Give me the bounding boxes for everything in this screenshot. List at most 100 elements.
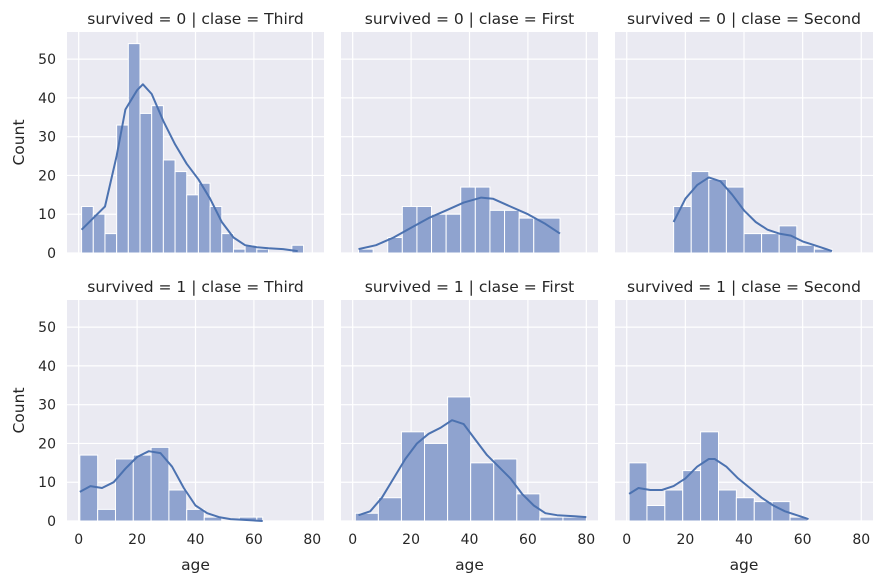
y-tick-label: 0 <box>47 514 56 530</box>
kde-line <box>80 83 298 253</box>
x-tick-label: 20 <box>402 532 420 548</box>
kde-line <box>358 196 561 251</box>
histogram-bar <box>761 233 780 254</box>
x-axis-label: age <box>730 556 759 574</box>
y-tick-label: 30 <box>38 130 56 146</box>
histogram-bar <box>92 213 106 254</box>
histogram-bar <box>97 508 116 522</box>
histogram-bar <box>174 171 188 254</box>
kde-line <box>358 419 587 519</box>
histogram-bar <box>447 396 472 522</box>
kde-line <box>79 450 263 522</box>
y-tick-label: 0 <box>47 246 56 262</box>
histogram-bar <box>132 454 152 522</box>
y-axis-label: Count <box>10 119 28 165</box>
facet-title: survived = 0 | clase = First <box>365 10 574 28</box>
x-tick-label: 20 <box>128 532 146 548</box>
y-axis-label: Count <box>10 387 28 433</box>
facet-panel-1: survived = 0 | clase = First <box>341 10 598 254</box>
histogram-bar <box>778 225 798 254</box>
facet-panel-2: survived = 0 | clase = Second <box>615 10 873 254</box>
histogram-bar <box>735 497 755 522</box>
histogram-bar <box>470 462 495 522</box>
y-tick-label: 40 <box>38 359 56 375</box>
histogram-bar <box>664 489 684 522</box>
histogram-bar <box>197 182 211 254</box>
histogram-bar <box>186 508 205 522</box>
histogram-bar <box>533 217 561 254</box>
x-tick-label: 80 <box>303 532 321 548</box>
histogram-bar <box>256 248 270 254</box>
y-tick-label: 10 <box>38 207 56 223</box>
histogram-bar <box>104 233 118 254</box>
histogram-bar <box>753 501 773 522</box>
histogram-bar <box>431 213 447 254</box>
x-tick-label: 60 <box>245 532 263 548</box>
y-tick-label: 30 <box>38 398 56 414</box>
x-axis-label: age <box>181 556 210 574</box>
facet-title: survived = 1 | clase = Third <box>87 278 303 296</box>
histogram-bar <box>539 516 564 522</box>
histogram-bar <box>151 105 164 254</box>
facet-panel-5: survived = 1 | clase = Second 0 20 40 60 80 ag… <box>615 278 873 574</box>
histogram-bar <box>168 489 188 522</box>
x-tick-label: 20 <box>676 532 694 548</box>
histogram-bar <box>646 504 666 522</box>
facet-panel-4: survived = 1 | clase = First 0 20 40 60 80 age <box>341 278 598 574</box>
x-axis-label: age <box>455 556 484 574</box>
x-tick-label: 80 <box>852 532 870 548</box>
histogram-bar <box>743 233 763 254</box>
x-tick-label: 60 <box>794 532 812 548</box>
y-tick-label: 20 <box>38 168 56 184</box>
histogram-bar <box>139 112 153 254</box>
facet-panel-3: survived = 1 | clase = Third 0 10 20 30 40 50 C… <box>10 278 324 574</box>
x-tick-label: 60 <box>519 532 537 548</box>
histogram-bar <box>221 233 234 254</box>
x-tick-label: 40 <box>461 532 479 548</box>
histogram-bar <box>400 431 426 522</box>
y-tick-label: 40 <box>38 91 56 107</box>
histogram-bar <box>416 205 433 254</box>
histogram-bar <box>127 43 141 254</box>
histogram-bar <box>377 497 402 522</box>
histogram-bar <box>445 213 462 254</box>
histogram-bar <box>518 217 535 254</box>
histogram-bar <box>424 442 449 522</box>
x-tick-label: 40 <box>735 532 753 548</box>
kde-line <box>672 176 833 253</box>
histogram-bar <box>114 458 134 522</box>
x-tick-label: 0 <box>348 532 357 548</box>
histogram-bar <box>628 462 648 522</box>
histogram-bar <box>460 186 476 254</box>
x-tick-label: 0 <box>74 532 83 548</box>
y-tick-label: 50 <box>38 52 56 68</box>
histogram-bar <box>162 159 176 254</box>
histogram-bar <box>203 516 223 522</box>
y-tick-label: 20 <box>38 436 56 452</box>
facet-title: survived = 0 | clase = Third <box>87 10 303 28</box>
histogram-bar <box>700 431 719 522</box>
histogram-bar <box>489 209 506 254</box>
y-tick-label: 50 <box>38 320 56 336</box>
histogram-bar <box>232 248 246 254</box>
histogram-bar <box>493 458 518 522</box>
histogram-bar <box>516 493 541 522</box>
facet-title: survived = 1 | clase = Second <box>627 278 861 296</box>
facet-title: survived = 1 | clase = First <box>365 278 574 296</box>
x-tick-label: 0 <box>622 532 631 548</box>
histogram-bar <box>673 205 692 254</box>
histogram-bar <box>725 186 745 254</box>
kde-line <box>628 458 809 521</box>
x-tick-label: 40 <box>187 532 205 548</box>
histogram-bar <box>708 178 727 254</box>
histogram-bar <box>186 194 199 254</box>
histogram-bar <box>358 248 374 254</box>
histogram-bar <box>81 205 94 254</box>
histogram-bar <box>717 489 737 522</box>
y-tick-label: 10 <box>38 475 56 491</box>
histogram-bar <box>150 446 170 522</box>
x-tick-label: 80 <box>577 532 595 548</box>
facet-title: survived = 0 | clase = Second <box>627 10 861 28</box>
histogram-bar <box>504 209 520 254</box>
